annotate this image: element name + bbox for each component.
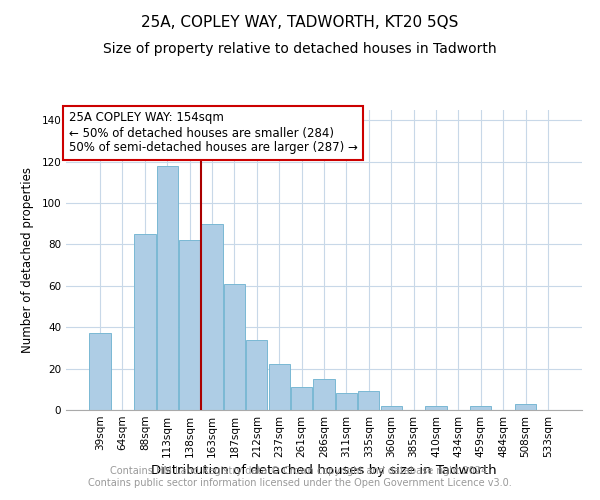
Bar xyxy=(425,406,446,410)
Text: Contains HM Land Registry data © Crown copyright and database right 2024.
Contai: Contains HM Land Registry data © Crown c… xyxy=(88,466,512,487)
Bar xyxy=(336,394,357,410)
Bar xyxy=(470,406,491,410)
Bar xyxy=(179,240,200,410)
Bar xyxy=(380,406,402,410)
Bar xyxy=(202,224,223,410)
Bar xyxy=(515,404,536,410)
Bar xyxy=(89,334,111,410)
Text: Size of property relative to detached houses in Tadworth: Size of property relative to detached ho… xyxy=(103,42,497,56)
Bar xyxy=(291,387,312,410)
Text: 25A, COPLEY WAY, TADWORTH, KT20 5QS: 25A, COPLEY WAY, TADWORTH, KT20 5QS xyxy=(142,15,458,30)
Bar xyxy=(313,379,335,410)
Bar xyxy=(246,340,268,410)
Bar xyxy=(358,392,379,410)
Bar xyxy=(224,284,245,410)
Bar xyxy=(269,364,290,410)
Y-axis label: Number of detached properties: Number of detached properties xyxy=(22,167,34,353)
X-axis label: Distribution of detached houses by size in Tadworth: Distribution of detached houses by size … xyxy=(151,464,497,477)
Bar xyxy=(157,166,178,410)
Text: 25A COPLEY WAY: 154sqm
← 50% of detached houses are smaller (284)
50% of semi-de: 25A COPLEY WAY: 154sqm ← 50% of detached… xyxy=(68,112,358,154)
Bar xyxy=(134,234,155,410)
